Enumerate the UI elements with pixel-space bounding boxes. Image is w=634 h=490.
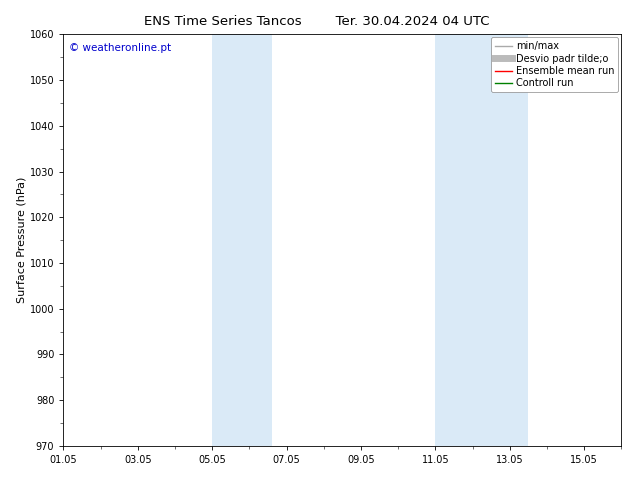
Text: © weatheronline.pt: © weatheronline.pt [69, 43, 171, 52]
Y-axis label: Surface Pressure (hPa): Surface Pressure (hPa) [17, 177, 27, 303]
Text: ENS Time Series Tancos        Ter. 30.04.2024 04 UTC: ENS Time Series Tancos Ter. 30.04.2024 0… [145, 15, 489, 28]
Bar [212, 34, 272, 446]
Bar [436, 34, 528, 446]
Legend: min/max, Desvio padr tilde;o, Ensemble mean run, Controll run: min/max, Desvio padr tilde;o, Ensemble m… [491, 37, 618, 92]
